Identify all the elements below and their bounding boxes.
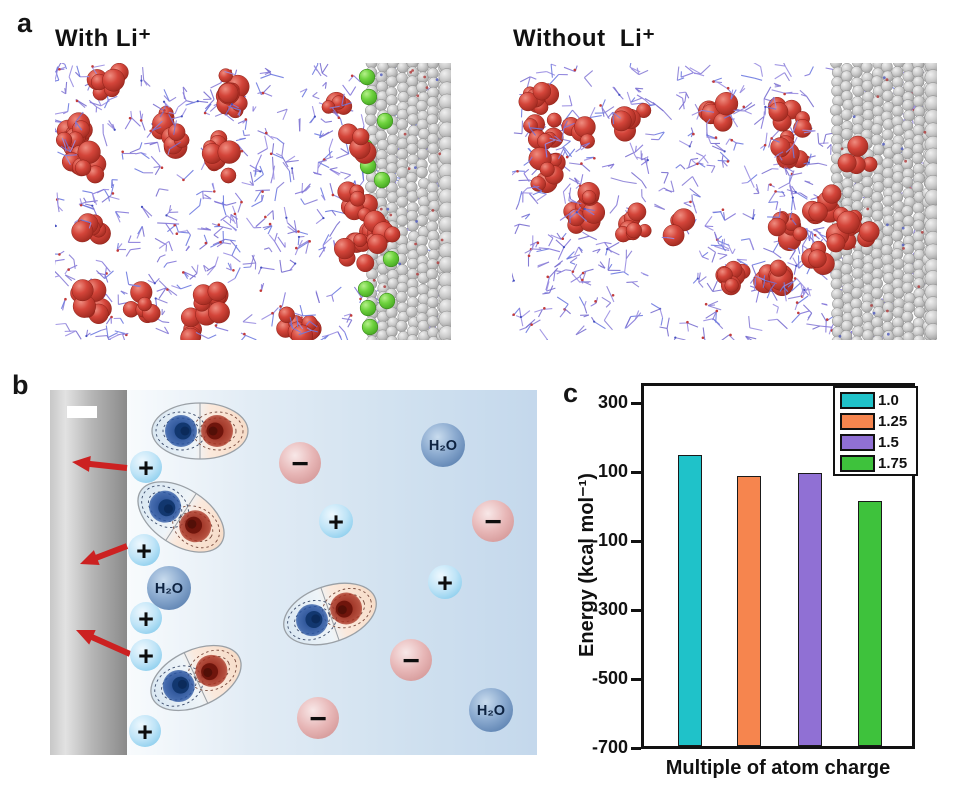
panel-a-right-title: Without Li⁺	[513, 25, 656, 52]
legend-swatch	[840, 434, 875, 451]
legend-entry: 1.75	[840, 453, 916, 474]
surface-clusters	[801, 135, 880, 275]
legend-swatch	[840, 455, 875, 472]
surface-clusters	[334, 123, 401, 273]
dipole-contour	[283, 582, 377, 646]
electrode-minus-bar	[67, 406, 97, 418]
water-label: H₂O	[155, 581, 183, 597]
anion: −	[279, 442, 321, 484]
cation: +	[428, 565, 462, 599]
bar-1.0	[678, 454, 702, 746]
legend-swatch	[840, 392, 875, 409]
md-render	[55, 63, 451, 340]
solute-clusters	[518, 81, 812, 297]
y-tick	[631, 470, 641, 474]
water-molecule: H₂O	[469, 688, 513, 732]
cation: +	[319, 504, 353, 538]
y-tick-label: 300	[597, 392, 628, 412]
panel-c-label: c	[563, 378, 579, 408]
bar-1.25	[737, 476, 761, 746]
solvent-sticks-over	[512, 63, 840, 340]
surface-cation: +	[129, 715, 161, 747]
legend-entry: 1.5	[840, 432, 916, 453]
anion: −	[297, 697, 339, 739]
svg-text:+: +	[437, 568, 453, 598]
panel-a-label: a	[17, 8, 33, 38]
y-tick-label: -500	[591, 668, 628, 688]
y-tick	[631, 608, 641, 612]
x-axis-label: Multiple of atom charge	[665, 757, 891, 779]
surface-cation: +	[128, 534, 160, 566]
legend-entry: 1.25	[840, 411, 916, 432]
svg-text:+: +	[138, 641, 154, 671]
legend-swatch	[840, 413, 875, 430]
legend-label: 1.5	[878, 434, 899, 451]
y-tick-label: -100	[591, 530, 628, 550]
water-label: H₂O	[429, 438, 457, 454]
md-render	[512, 63, 937, 340]
y-tick	[631, 401, 641, 405]
water-molecule: H₂O	[147, 566, 191, 610]
anion: −	[472, 500, 514, 542]
surface-cation: +	[130, 602, 162, 634]
svg-text:+: +	[136, 536, 152, 566]
legend-label: 1.75	[878, 455, 908, 472]
surface-cation: +	[130, 639, 162, 671]
svg-text:−: −	[402, 645, 420, 678]
dipole-contour	[137, 481, 225, 553]
y-tick-label: -700	[591, 737, 628, 757]
legend-label: 1.25	[878, 413, 908, 430]
solute-clusters	[55, 63, 353, 340]
dipole-contour	[150, 644, 242, 712]
attraction-arrow	[76, 630, 132, 657]
dipole-contour	[151, 402, 249, 460]
water-label: H₂O	[477, 703, 505, 719]
chart-legend: 1.0 1.25 1.5 1.75	[833, 386, 918, 476]
legend-entry: 1.0	[840, 390, 916, 411]
electrode-bar	[50, 390, 127, 755]
svg-text:−: −	[309, 703, 327, 736]
panel-b-label: b	[12, 370, 29, 400]
y-tick-label: 100	[597, 461, 628, 481]
svg-text:+: +	[138, 453, 154, 483]
water-molecule: H₂O	[421, 423, 465, 467]
panel-a-left-title: With Li⁺	[55, 25, 152, 52]
svg-text:+: +	[328, 507, 344, 537]
attraction-arrow	[72, 456, 128, 472]
y-tick	[631, 539, 641, 543]
anion: −	[390, 639, 432, 681]
legend-label: 1.0	[878, 392, 899, 409]
attraction-arrow	[80, 543, 129, 565]
svg-text:−: −	[484, 506, 502, 539]
md-snapshot-with-li	[55, 63, 451, 340]
y-tick-label: -300	[591, 599, 628, 619]
svg-text:+: +	[137, 717, 153, 747]
y-tick	[631, 677, 641, 681]
surface-cation: +	[130, 451, 162, 483]
bar-1.75	[858, 501, 882, 746]
md-snapshot-without-li	[512, 63, 937, 340]
svg-text:+: +	[138, 604, 154, 634]
bar-1.5	[798, 473, 822, 746]
svg-text:−: −	[291, 448, 309, 481]
y-tick	[631, 746, 641, 750]
